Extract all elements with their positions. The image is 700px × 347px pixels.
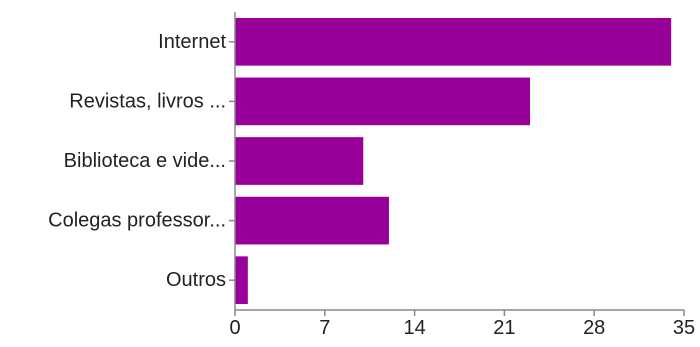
bar-biblioteca-e-vide: [235, 137, 364, 185]
x-tick-label-35: 35: [673, 317, 695, 339]
axes: [229, 12, 684, 311]
bar-colegas-professor: [235, 196, 389, 245]
category-label-revistas-livros: Revistas, livros ...: [69, 90, 226, 112]
bar-outros: [235, 256, 248, 305]
bars-group: [235, 17, 672, 305]
x-tick-label-14: 14: [403, 317, 425, 339]
category-label-biblioteca-e-vide: Biblioteca e vide...: [64, 150, 226, 172]
x-tick-label-21: 21: [493, 317, 515, 339]
x-axis-ticks: 0 7 14 21 28 35: [229, 310, 695, 339]
category-labels: Internet Revistas, livros ... Biblioteca e…: [48, 31, 226, 291]
x-tick-label-7: 7: [319, 317, 330, 339]
x-tick-label-0: 0: [229, 317, 240, 339]
x-tick-label-28: 28: [583, 317, 605, 339]
category-label-colegas-professor: Colegas professor...: [48, 210, 226, 232]
category-label-internet: Internet: [158, 31, 226, 53]
bar-internet: [235, 17, 672, 66]
bar-revistas-livros: [235, 77, 531, 126]
category-label-outros: Outros: [166, 269, 226, 291]
